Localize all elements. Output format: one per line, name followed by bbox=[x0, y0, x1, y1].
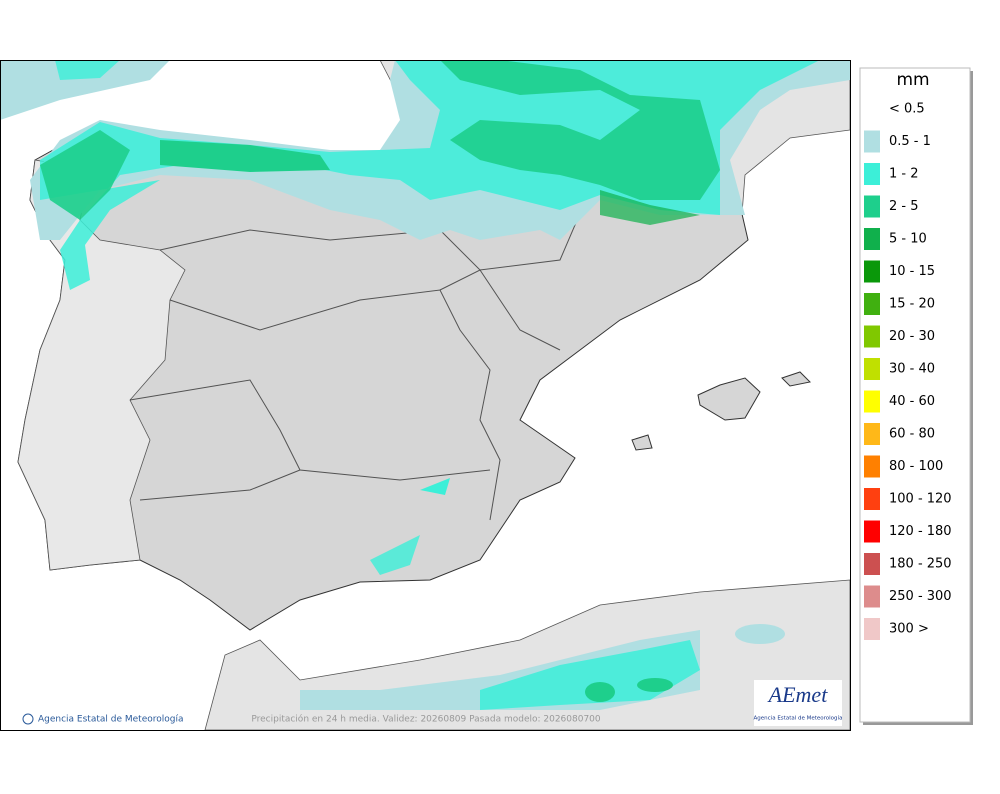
legend-label: 30 - 40 bbox=[889, 362, 935, 377]
legend-title: mm bbox=[896, 70, 929, 90]
legend-swatch bbox=[864, 520, 880, 543]
copyright-icon bbox=[22, 713, 34, 725]
legend-swatch bbox=[864, 130, 880, 153]
legend-swatch bbox=[864, 455, 880, 478]
legend-label: 40 - 60 bbox=[889, 394, 935, 409]
legend-label: 0.5 - 1 bbox=[889, 134, 931, 149]
legend-swatch bbox=[864, 390, 880, 413]
legend-label: 1 - 2 bbox=[889, 167, 919, 182]
legend-label: 60 - 80 bbox=[889, 427, 935, 442]
copyright: Agencia Estatal de Meteorología bbox=[38, 715, 184, 725]
precipitation bbox=[0, 60, 850, 710]
legend-label: < 0.5 bbox=[889, 102, 925, 117]
logo: AEmet bbox=[767, 682, 829, 707]
legend-swatch bbox=[864, 98, 880, 120]
legend-label: 20 - 30 bbox=[889, 329, 935, 344]
legend-swatch bbox=[864, 163, 880, 185]
map bbox=[0, 60, 850, 730]
legend-swatch bbox=[864, 358, 880, 380]
legend-swatch bbox=[864, 423, 880, 445]
legend-swatch bbox=[864, 325, 880, 348]
footer: Precipitación en 24 h media. Validez: 20… bbox=[251, 714, 601, 725]
legend-label: 10 - 15 bbox=[889, 264, 935, 279]
legend-swatch bbox=[864, 228, 880, 250]
legend-swatch bbox=[864, 585, 880, 608]
legend-label: 120 - 180 bbox=[889, 524, 952, 539]
legend-swatch bbox=[864, 553, 880, 575]
legend: < 0.5 0.5 - 1 1 - 2 2 - 5 5 - 10 10 - 15 15 - … bbox=[864, 98, 952, 640]
logo-subtitle: Agencia Estatal de Meteorología bbox=[754, 715, 843, 722]
legend-label: 2 - 5 bbox=[889, 199, 919, 214]
legend-swatch bbox=[864, 618, 880, 640]
legend-label: 300 > bbox=[889, 622, 929, 637]
legend-swatch bbox=[864, 195, 880, 218]
map-frame bbox=[0, 60, 851, 731]
legend-label: 80 - 100 bbox=[889, 459, 943, 474]
legend-swatch bbox=[864, 293, 880, 315]
logo-box bbox=[754, 680, 842, 726]
legend-label: 250 - 300 bbox=[889, 589, 952, 604]
legend-swatch bbox=[864, 260, 880, 283]
legend-label: 100 - 120 bbox=[889, 492, 952, 507]
legend-label: 5 - 10 bbox=[889, 232, 927, 247]
legend-label: 180 - 250 bbox=[889, 557, 952, 572]
legend-label: 15 - 20 bbox=[889, 297, 935, 312]
legend-swatch bbox=[864, 488, 880, 510]
